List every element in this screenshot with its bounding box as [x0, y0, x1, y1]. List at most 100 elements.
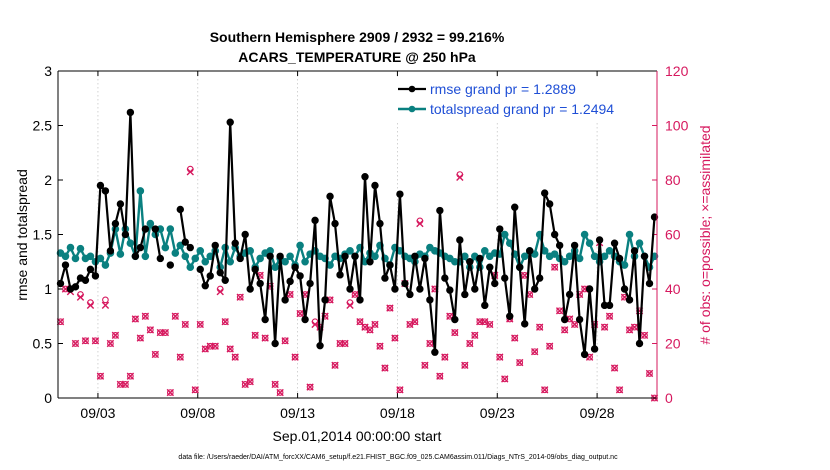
rmse-point	[131, 252, 140, 260]
y-right-tick-label: 40	[665, 281, 681, 297]
rmse-point	[431, 348, 439, 356]
assimilated-obs-point	[201, 345, 209, 353]
possible-obs-point	[536, 323, 544, 331]
assimilated-obs-point	[296, 309, 304, 318]
totalspread-point	[96, 254, 105, 263]
assimilated-obs-point	[381, 364, 389, 372]
assimilated-obs-point	[106, 339, 115, 348]
plot-area: 09/03 09/08 09/13 09/18 09/23 09/28 0 0.5 1 1.5 2 2…	[33, 63, 689, 421]
y-right-tick-label: 20	[665, 336, 681, 352]
rmse-point	[346, 285, 354, 293]
assimilated-obs-point	[640, 331, 649, 340]
rmse-point	[271, 339, 279, 348]
rmse-point	[331, 219, 339, 228]
rmse-point	[261, 315, 269, 324]
rmse-point	[451, 315, 459, 324]
possible-obs-point	[176, 353, 184, 361]
assimilated-obs-point	[121, 380, 130, 389]
possible-obs-point	[171, 312, 179, 320]
rmse-point	[111, 219, 120, 228]
assimilated-obs-point	[531, 347, 539, 356]
chart-title-line1: Southern Hemisphere 2909 / 2932 = 99.216…	[210, 29, 505, 45]
rmse-point	[386, 261, 394, 269]
rmse-point	[426, 296, 434, 304]
possible-obs-point	[251, 331, 259, 339]
rmse-point	[461, 290, 469, 299]
rmse-point	[221, 276, 229, 284]
rmse-point	[456, 236, 464, 244]
assimilated-obs-point	[560, 326, 569, 334]
totalspread-point	[191, 254, 200, 263]
possible-obs-point	[341, 340, 349, 347]
rmse-point	[116, 200, 125, 208]
totalspread-point	[625, 230, 634, 239]
totalspread-point	[580, 230, 589, 239]
rmse-point	[486, 263, 494, 271]
possible-obs-point	[117, 381, 124, 388]
assimilated-obs-point	[615, 386, 624, 394]
assimilated-obs-point	[540, 386, 549, 394]
rmse-point	[401, 279, 409, 288]
assimilated-obs-point	[236, 293, 244, 301]
assimilated-obs-point	[246, 377, 254, 386]
assimilated-obs-point	[516, 358, 524, 367]
possible-obs-point	[356, 318, 364, 326]
rmse-point	[126, 108, 135, 117]
possible-obs-point	[122, 381, 129, 388]
rmse-point	[535, 274, 544, 282]
assimilated-obs-point	[146, 326, 155, 334]
assimilated-obs-point	[76, 293, 85, 301]
possible-obs-point	[451, 329, 459, 336]
totalspread-point	[141, 252, 150, 261]
totalspread-point	[101, 261, 110, 269]
y-right-tick-label: 0	[665, 390, 673, 406]
assimilated-obs-point	[216, 288, 224, 296]
rmse-point	[531, 285, 539, 293]
assimilated-obs-point	[291, 353, 299, 361]
totalspread-point	[196, 247, 205, 255]
assimilated-obs-point	[471, 331, 479, 340]
rmse-point	[391, 285, 399, 293]
assimilated-obs-point	[570, 320, 579, 329]
rmse-point	[336, 271, 344, 279]
y-axis-label-left: rmse and totalspread	[14, 169, 30, 301]
assimilated-obs-point	[451, 328, 459, 337]
possible-obs-point	[137, 334, 144, 342]
totalspread-point	[256, 254, 264, 263]
rmse-point	[311, 216, 319, 225]
totalspread-point	[620, 261, 629, 269]
rmse-point	[61, 261, 70, 269]
assimilated-obs-point	[496, 353, 504, 361]
rmse-point	[56, 279, 65, 288]
rmse-point	[306, 279, 314, 288]
rmse-point	[371, 181, 379, 190]
totalspread-point	[86, 252, 95, 261]
rmse-point	[481, 301, 489, 310]
possible-obs-point	[556, 307, 564, 315]
assimilated-obs-point	[131, 315, 140, 323]
rmse-point	[291, 263, 299, 271]
possible-obs-point	[466, 340, 474, 347]
y-left-tick-label: 1.5	[33, 227, 53, 243]
possible-obs-point	[102, 296, 109, 304]
possible-obs-point	[476, 318, 484, 326]
totalspread-point	[201, 257, 210, 266]
possible-obs-point	[221, 318, 229, 326]
rmse-point	[615, 254, 624, 263]
assimilated-obs-point	[196, 320, 204, 329]
totalspread-point	[186, 263, 195, 272]
possible-obs-point	[236, 293, 244, 301]
possible-obs-point	[112, 331, 119, 339]
possible-obs-point	[601, 323, 608, 331]
y-left-tick-label: 0.5	[33, 336, 53, 352]
possible-obs-point	[386, 304, 394, 312]
totalspread-point	[371, 252, 379, 261]
y-axis-label-right: # of obs: o=possible; ×=assimilated	[697, 125, 713, 344]
rmse-point	[545, 200, 554, 208]
possible-obs-point	[371, 321, 379, 328]
y-left-tick-label: 2.5	[33, 118, 53, 134]
x-axis-label: Sep.01,2014 00:00:00 start	[273, 428, 442, 444]
assimilated-obs-point	[186, 168, 194, 176]
totalspread-point	[590, 252, 599, 261]
